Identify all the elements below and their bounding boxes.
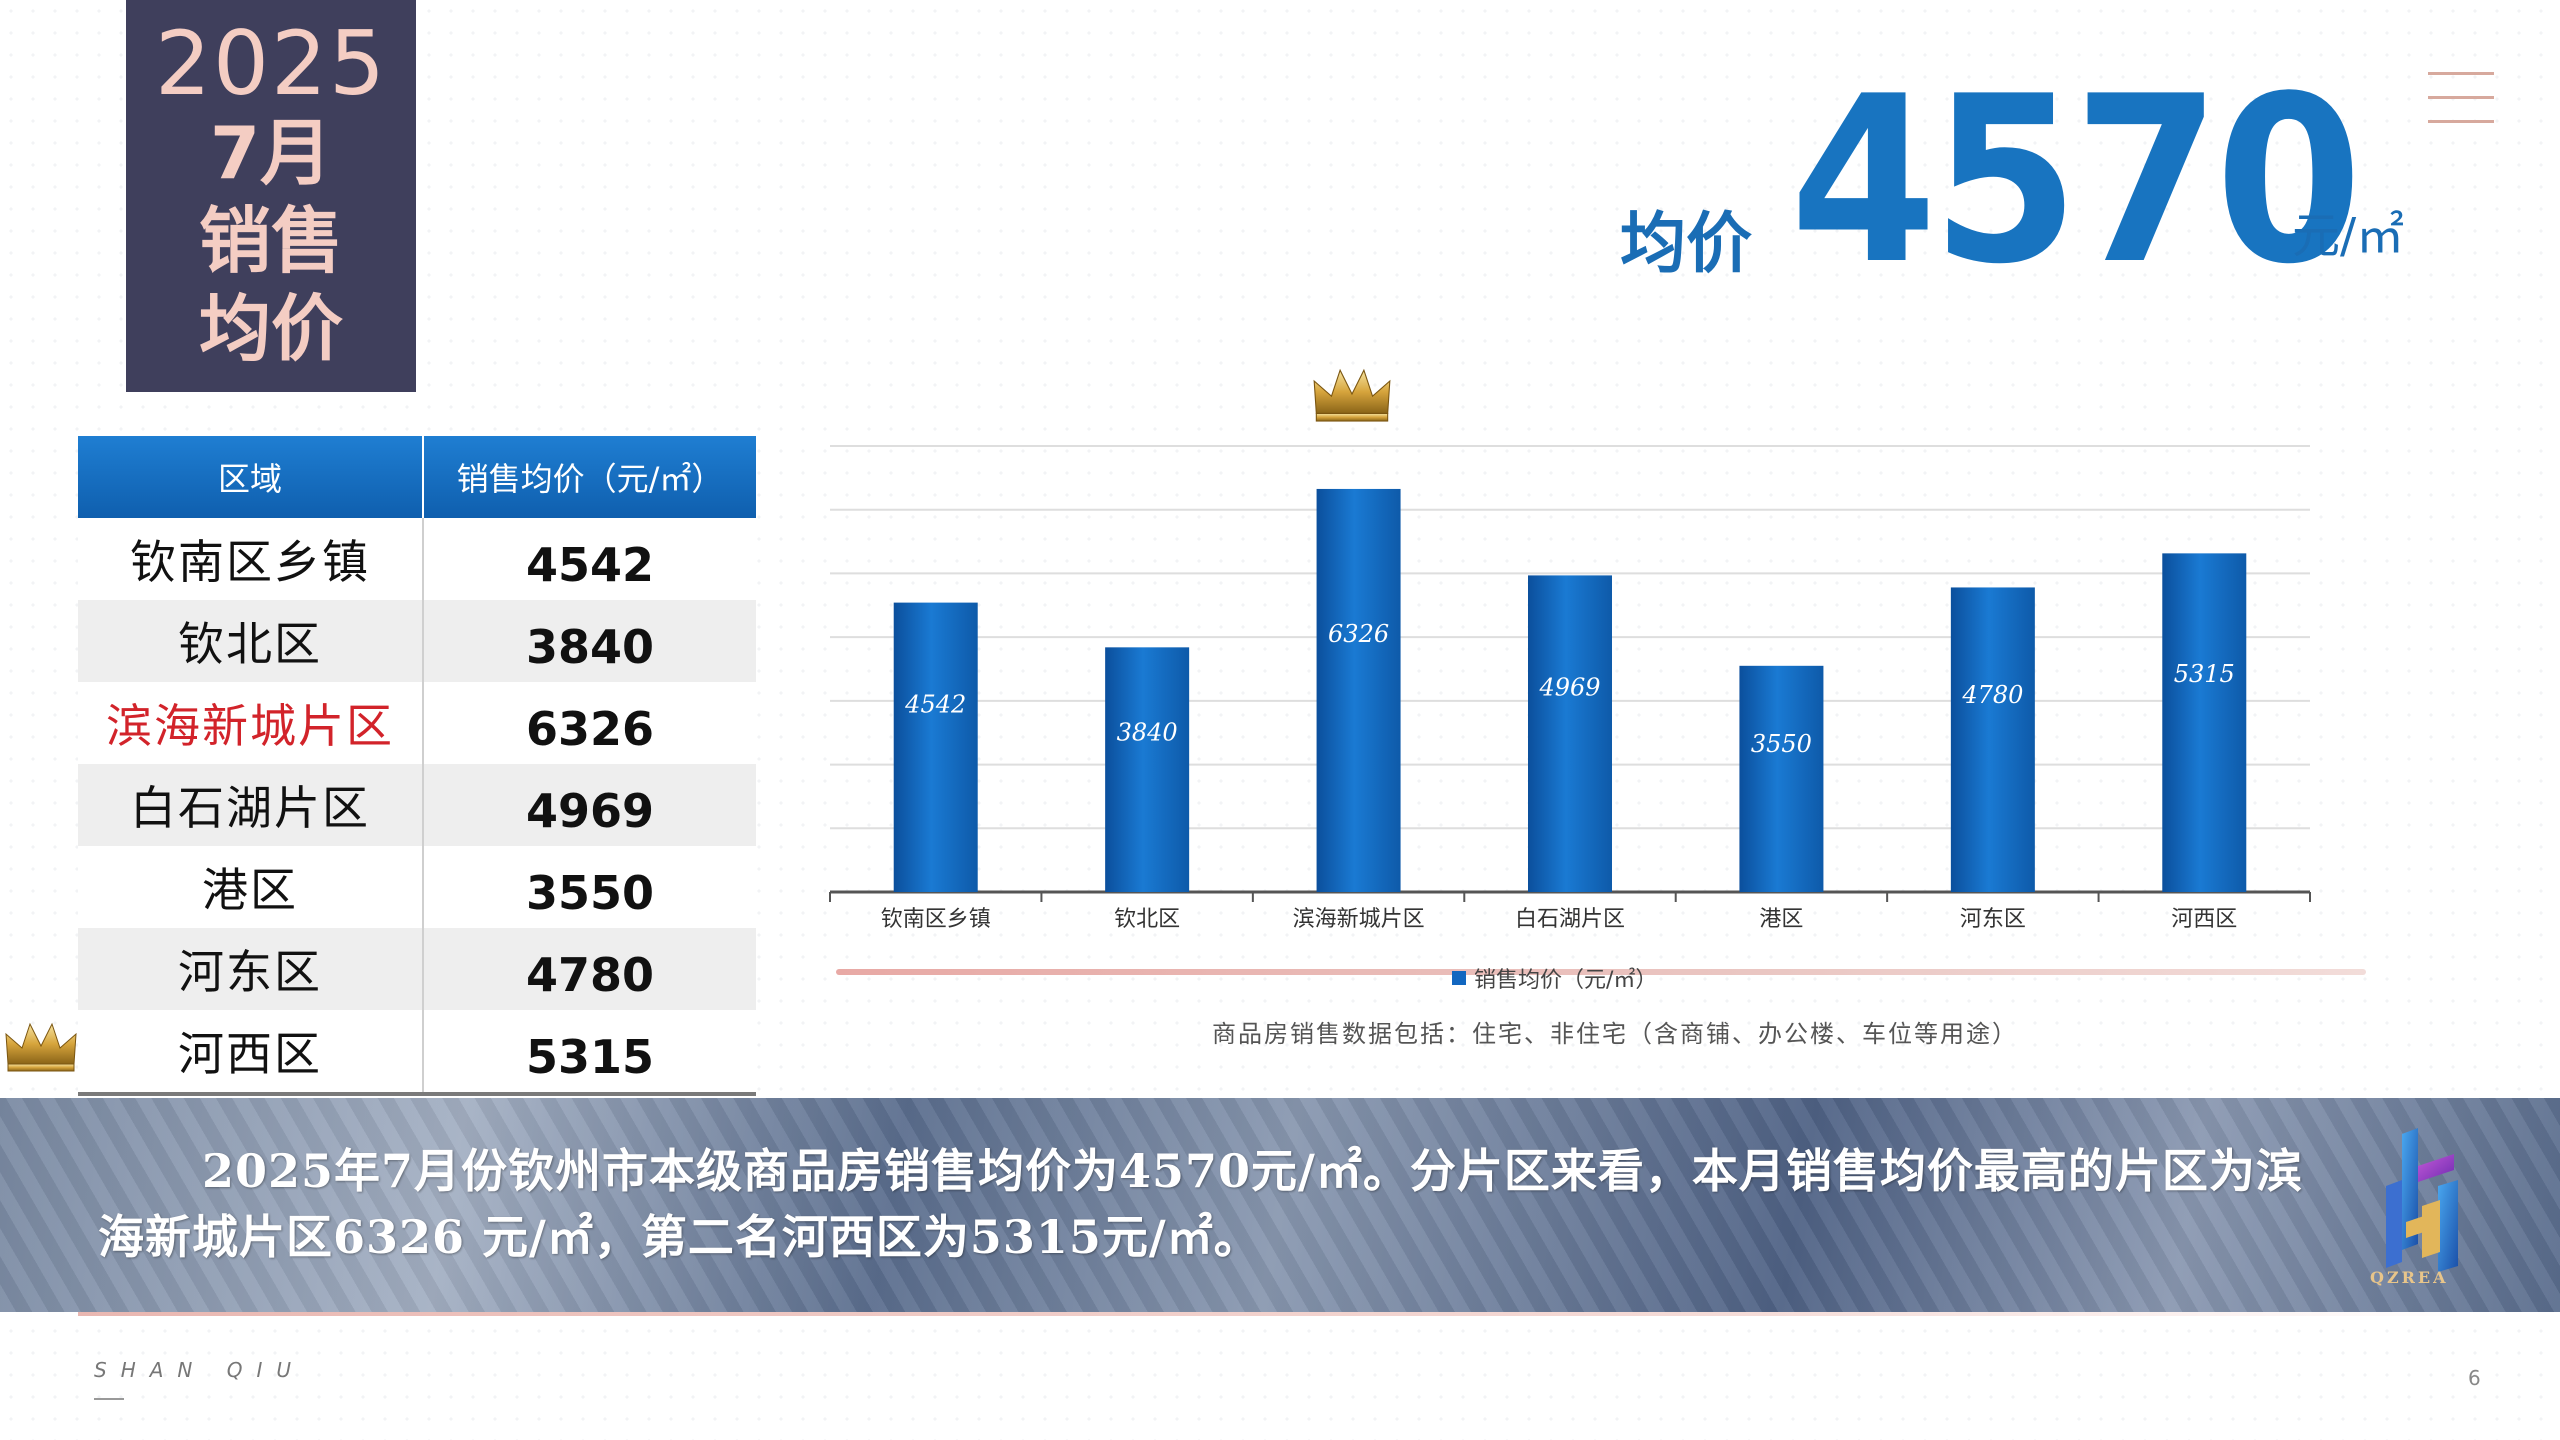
headline-unit: 元/㎡ (2292, 208, 2405, 264)
table-bottom-rule (78, 1092, 756, 1096)
table-row: 白石湖片区 4969 (78, 764, 756, 846)
table-header-area: 区域 (78, 436, 424, 518)
table-body: 钦南区乡镇 4542 钦北区 3840 滨海新城片区 6326 白石湖片区 4969 港… (78, 518, 756, 1092)
summary-text: 2025年7月份钦州市本级商品房销售均价为4570元/㎡。分片区来看，本月销售均… (98, 1144, 2303, 1264)
title-year: 2025 (155, 12, 387, 115)
table-cell-price: 3840 (525, 620, 655, 674)
chart-x-tick-label: 钦北区 (1114, 907, 1180, 932)
table-header: 区域 销售均价（元/㎡） (78, 436, 756, 518)
table-cell-price: 4780 (525, 948, 655, 1002)
table-cell-price: 4542 (525, 538, 655, 592)
bar-chart: 4542 3840 6326 4969 3550 4780 5315 钦南区乡镇 钦北区 滨海新… (829, 445, 2311, 932)
page-number: 6 (2468, 1366, 2481, 1390)
table-cell-price: 4969 (525, 784, 655, 838)
table-cell-area: 滨海新城片区 (78, 682, 424, 764)
footer-underline (94, 1398, 124, 1400)
table-header-price: 销售均价（元/㎡） (456, 460, 724, 498)
chart-x-tick-label: 河东区 (1960, 907, 2026, 932)
title-month: 7月 (209, 111, 333, 195)
legend-divider (836, 969, 2366, 975)
chart-x-tick-label: 河西区 (2171, 907, 2237, 932)
headline-label: 均价 (1620, 205, 1752, 282)
table-row: 钦南区乡镇 4542 (78, 518, 756, 600)
crown-icon (1313, 368, 1391, 422)
chart-x-tick-label: 白石湖片区 (1515, 907, 1625, 932)
legend-label: 销售均价（元/㎡） (1474, 968, 1658, 993)
banner-underline (78, 1312, 2478, 1316)
chart-bar (893, 602, 978, 892)
crown-icon (5, 1022, 77, 1072)
chart-data-label: 5315 (2174, 660, 2235, 688)
table-cell-area: 钦北区 (78, 600, 424, 682)
table-cell-area: 港区 (78, 846, 424, 928)
table-cell-price: 6326 (525, 702, 655, 756)
table-cell-area: 河西区 (78, 1010, 424, 1092)
chart-data-label: 3550 (1751, 730, 1812, 758)
footer-signature: SHAN QIU (94, 1358, 306, 1382)
chart-x-tick-label: 滨海新城片区 (1293, 907, 1425, 932)
chart-x-labels: 钦南区乡镇 钦北区 滨海新城片区 白石湖片区 港区 河东区 河西区 (881, 907, 2238, 932)
chart-note: 商品房销售数据包括：住宅、非住宅（含商铺、办公楼、车位等用途） (1212, 1020, 2018, 1048)
chart-x-tick-label: 钦南区乡镇 (881, 907, 991, 932)
title-line-avg: 均价 (198, 287, 343, 371)
chart-data-label: 6326 (1328, 620, 1389, 648)
chart-bar (1950, 587, 2035, 892)
menu-lines-icon (2428, 72, 2494, 124)
chart-data-label: 3840 (1117, 718, 1178, 746)
chart-bar (1316, 488, 1401, 892)
chart-data-label: 4780 (1961, 681, 2023, 709)
table-row-highlight: 滨海新城片区 6326 (78, 682, 756, 764)
legend-swatch (1452, 971, 1466, 985)
chart-x-tick-label: 港区 (1759, 907, 1803, 932)
table-cell-area: 河东区 (78, 928, 424, 1010)
chart-legend: 销售均价（元/㎡） (1452, 962, 1657, 994)
chart-bar (1528, 575, 1612, 892)
table-cell-price: 3550 (525, 866, 655, 920)
chart-bar (2162, 553, 2247, 892)
table-row: 河东区 4780 (78, 928, 756, 1010)
table-cell-area: 钦南区乡镇 (78, 518, 424, 600)
chart-data-label: 4542 (904, 691, 966, 719)
table-row: 钦北区 3840 (78, 600, 756, 682)
table-row: 港区 3550 (78, 846, 756, 928)
title-line-sales: 销售 (198, 199, 343, 283)
table-row: 河西区 5315 (78, 1010, 756, 1092)
logo-text: QZREA (2370, 1268, 2449, 1287)
qzrea-logo (2386, 1128, 2458, 1272)
table-cell-price: 5315 (525, 1030, 655, 1084)
price-table: 区域 销售均价（元/㎡） 钦南区乡镇 4542 钦北区 3840 滨海新城片区 632… (78, 436, 756, 1096)
table-cell-area: 白石湖片区 (78, 764, 424, 846)
summary-banner: 2025年7月份钦州市本级商品房销售均价为4570元/㎡。分片区来看，本月销售均… (0, 1098, 2560, 1312)
chart-bar (1105, 647, 1190, 892)
headline-value: 4570 (1790, 48, 2362, 315)
chart-bars: 4542 3840 6326 4969 3550 4780 5315 (893, 488, 2247, 892)
title-box: 2025 7月 销售 均价 (126, 0, 416, 392)
chart-bar (1739, 665, 1824, 892)
chart-data-label: 4969 (1538, 674, 1600, 702)
